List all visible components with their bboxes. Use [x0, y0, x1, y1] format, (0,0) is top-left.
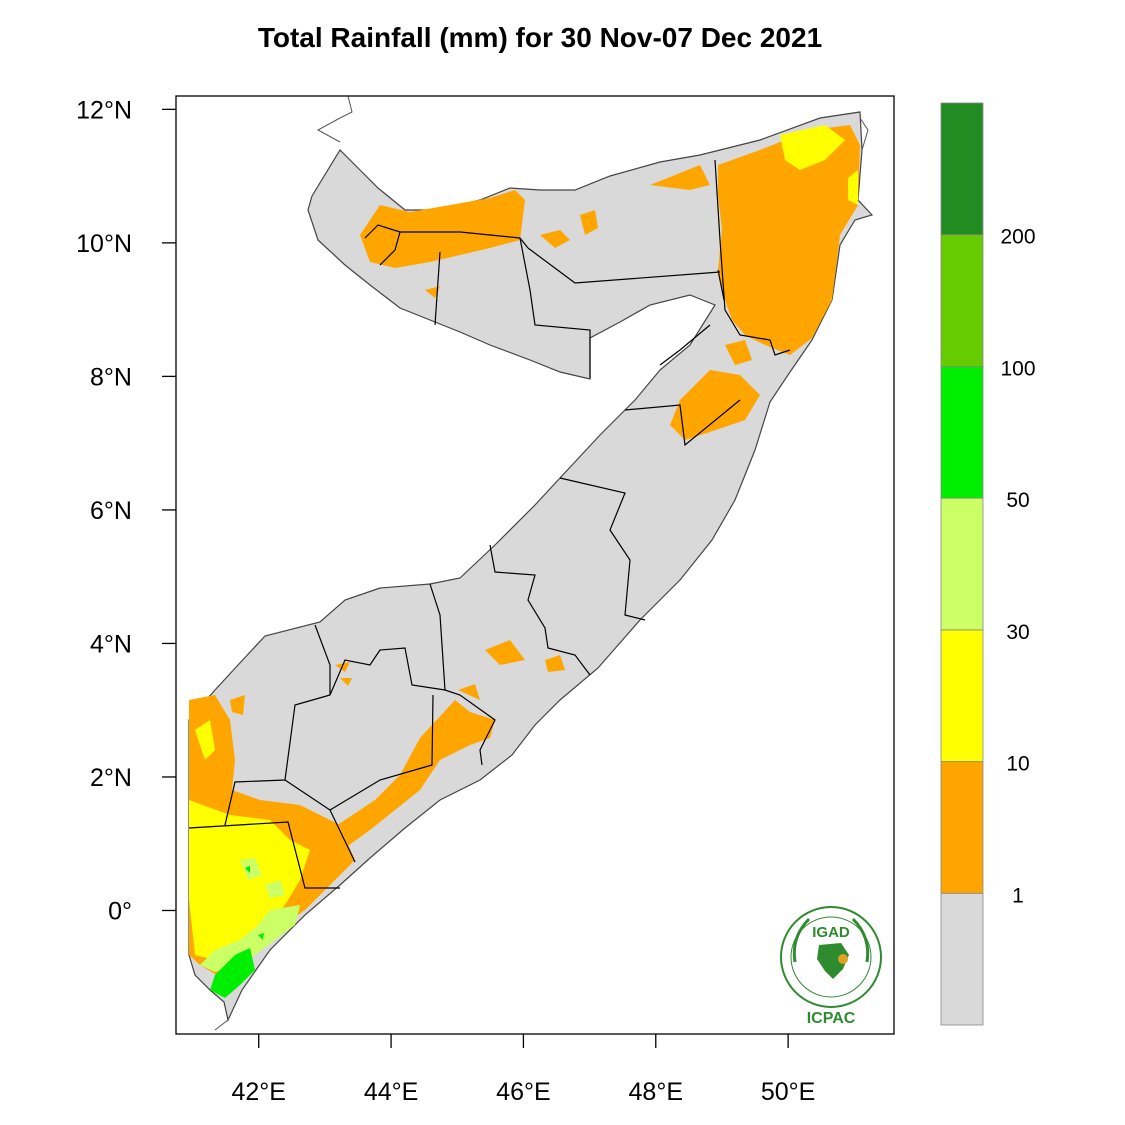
map-frame: [175, 95, 895, 1035]
colorbar-label: 1: [1012, 884, 1024, 907]
colorbar-bin: [940, 234, 984, 367]
colorbar-bin: [940, 761, 984, 894]
x-axis: 42°E 44°E 46°E 48°E 50°E: [231, 1034, 815, 1106]
y-tick-label: 8°N: [90, 363, 132, 391]
rain-10-30mm-areas: [189, 125, 858, 960]
rain-30-50mm-areas: [200, 858, 300, 972]
y-tick-label: 0°: [108, 897, 132, 925]
colorbar-bin: [940, 892, 984, 1026]
x-tick-label: 46°E: [496, 1078, 550, 1106]
logo-bottom-text: ICPAC: [807, 1010, 856, 1027]
colorbar-bin: [940, 102, 984, 236]
igad-icpac-logo: IGAD ICPAC: [780, 906, 882, 1027]
x-tick-label: 42°E: [231, 1078, 285, 1106]
y-axis: 12°N 10°N 8°N 6°N 4°N 2°N 0°: [76, 96, 176, 925]
colorbar-label: 10: [1006, 753, 1029, 776]
colorbar-bin: [940, 497, 984, 631]
y-tick-label: 2°N: [90, 764, 132, 792]
colorbar: 1 10 30 50 100 200: [940, 102, 1036, 1026]
logo-top-text: IGAD: [812, 924, 850, 941]
x-tick-label: 44°E: [364, 1078, 418, 1106]
admin-boundaries: [188, 159, 791, 889]
y-tick-label: 6°N: [90, 497, 132, 525]
colorbar-bin: [940, 629, 984, 762]
somalia-land: [188, 111, 874, 1022]
map-title: Total Rainfall (mm) for 30 Nov-07 Dec 20…: [258, 22, 822, 53]
rain-50-100mm-areas: [210, 866, 264, 998]
y-tick-label: 12°N: [76, 96, 132, 124]
map-panel: [176, 95, 894, 1034]
colorbar-bin: [940, 366, 984, 499]
coastline: [214, 117, 869, 1031]
colorbar-label: 100: [1000, 357, 1035, 380]
colorbar-label: 200: [1000, 226, 1035, 249]
y-tick-label: 10°N: [76, 230, 132, 258]
colorbar-label: 30: [1006, 621, 1029, 644]
y-tick-label: 4°N: [90, 630, 132, 658]
x-tick-label: 48°E: [629, 1078, 683, 1106]
x-tick-label: 50°E: [761, 1078, 815, 1106]
colorbar-label: 50: [1006, 489, 1029, 512]
international-border: [316, 95, 353, 143]
